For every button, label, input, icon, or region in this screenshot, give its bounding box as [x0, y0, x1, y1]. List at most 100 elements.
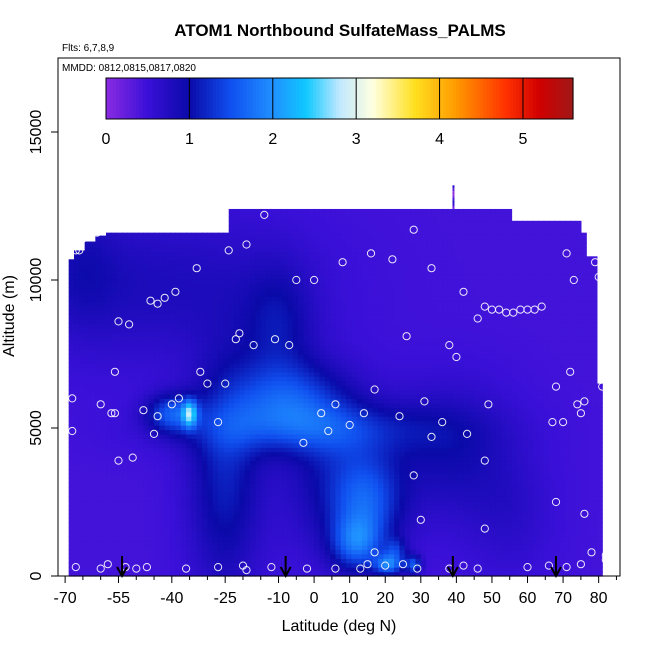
field-cell — [330, 362, 337, 368]
field-cell — [250, 536, 257, 542]
field-cell — [287, 234, 294, 240]
field-cell — [319, 513, 326, 519]
field-cell — [228, 296, 235, 302]
field-cell — [202, 491, 208, 497]
field-cell — [143, 438, 150, 444]
field-cell — [340, 208, 347, 213]
field-cell — [84, 567, 91, 573]
field-cell — [106, 447, 112, 453]
field-cell — [180, 393, 187, 399]
field-cell — [362, 460, 369, 466]
field-cell — [319, 345, 326, 351]
field-cell — [324, 465, 331, 471]
field-cell — [116, 234, 123, 240]
field-cell — [164, 398, 171, 404]
field-cell — [202, 420, 208, 426]
field-cell — [175, 509, 182, 515]
field-cell — [314, 425, 321, 431]
field-cell — [308, 549, 315, 555]
field-cell — [180, 456, 187, 462]
field-cell — [170, 478, 176, 484]
field-cell — [351, 336, 358, 342]
field-cell — [340, 287, 347, 293]
field-cell — [111, 527, 118, 533]
field-cell — [111, 442, 118, 448]
field-cell — [378, 540, 385, 546]
field-cell — [319, 425, 326, 431]
field-cell — [132, 478, 139, 484]
field-cell — [372, 349, 379, 355]
field-cell — [74, 411, 80, 417]
field-cell — [143, 420, 150, 426]
field-cell — [106, 265, 112, 271]
field-cell — [335, 238, 342, 244]
field-cell — [106, 496, 112, 502]
field-cell — [372, 247, 379, 253]
field-cell — [228, 536, 235, 542]
field-cell — [276, 549, 283, 555]
field-cell — [148, 336, 155, 342]
field-cell — [308, 482, 315, 488]
field-cell — [383, 473, 390, 479]
field-cell — [351, 451, 358, 457]
field-cell — [314, 327, 321, 333]
field-cell — [154, 354, 160, 360]
field-cell — [116, 327, 123, 333]
field-cell — [218, 416, 224, 422]
field-cell — [202, 274, 208, 280]
field-cell — [250, 256, 257, 262]
field-cell — [388, 269, 395, 275]
field-cell — [340, 487, 347, 493]
field-cell — [202, 536, 208, 542]
field-cell — [287, 451, 294, 457]
field-cell — [356, 571, 363, 577]
field-cell — [196, 393, 203, 399]
field-cell — [196, 362, 203, 368]
field-cell — [244, 331, 251, 337]
field-cell — [314, 407, 321, 413]
field-cell — [159, 340, 166, 346]
field-cell — [276, 416, 283, 422]
field-cell — [351, 513, 358, 519]
field-cell — [228, 500, 235, 506]
field-cell — [346, 411, 353, 417]
field-cell — [255, 336, 262, 342]
field-cell — [292, 208, 299, 213]
field-cell — [218, 540, 224, 546]
field-cell — [180, 411, 187, 417]
field-cell — [314, 385, 321, 391]
field-cell — [148, 327, 155, 333]
field-cell — [196, 442, 203, 448]
field-cell — [335, 260, 342, 266]
field-cell — [287, 331, 294, 337]
field-cell — [90, 513, 96, 519]
field-cell — [239, 407, 246, 413]
field-cell — [170, 300, 176, 306]
field-cell — [148, 287, 155, 293]
field-cell — [356, 456, 363, 462]
field-cell — [383, 491, 390, 497]
field-cell — [394, 504, 401, 510]
field-cell — [100, 469, 107, 475]
field-cell — [372, 376, 379, 382]
curtain-field — [68, 185, 603, 577]
field-cell — [303, 260, 310, 266]
field-cell — [314, 527, 321, 533]
field-cell — [239, 527, 246, 533]
field-cell — [212, 309, 219, 315]
field-cell — [303, 416, 310, 422]
field-cell — [180, 362, 187, 368]
field-cell — [308, 411, 315, 417]
field-cell — [106, 318, 112, 324]
field-cell — [79, 451, 86, 457]
field-cell — [79, 487, 86, 493]
field-cell — [212, 260, 219, 266]
field-cell — [207, 540, 214, 546]
field-cell — [164, 553, 171, 559]
field-cell — [148, 247, 155, 253]
field-cell — [260, 318, 267, 324]
field-cell — [234, 318, 241, 324]
field-cell — [356, 318, 363, 324]
field-cell — [234, 536, 241, 542]
field-cell — [394, 265, 401, 271]
